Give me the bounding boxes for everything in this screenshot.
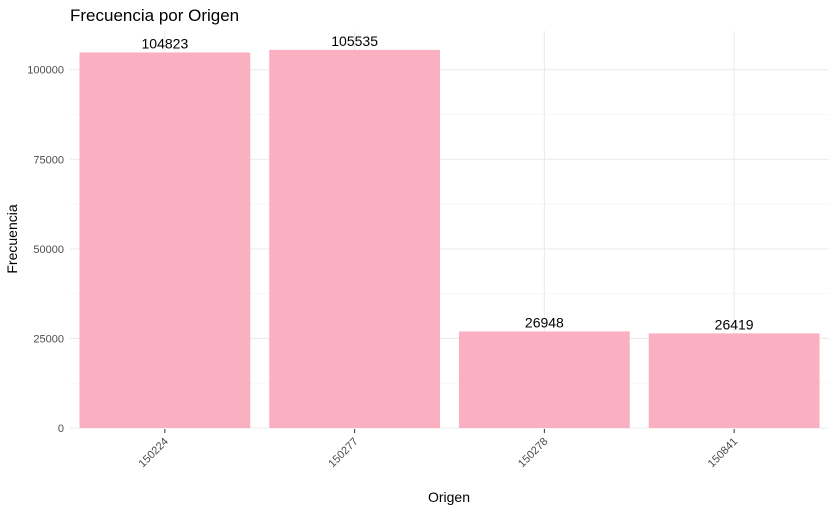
y-tick-label: 75000 xyxy=(33,154,64,166)
data-labels: 104823 105535 26948 26419 xyxy=(142,33,754,332)
x-tick-label: 150277 xyxy=(326,436,360,470)
y-tick-label: 100000 xyxy=(27,65,64,77)
bar-150277 xyxy=(269,49,441,429)
y-axis-title: Frecuencia xyxy=(4,204,20,273)
x-axis-ticks: 150224 150277 150278 150841 xyxy=(137,429,740,470)
data-label: 26419 xyxy=(715,316,754,332)
y-tick-label: 0 xyxy=(58,423,64,435)
chart-title: Frecuencia por Origen xyxy=(70,6,239,25)
data-label: 104823 xyxy=(142,35,189,51)
bars xyxy=(79,49,820,429)
bar-150278 xyxy=(458,331,630,428)
data-label: 105535 xyxy=(331,33,378,49)
x-axis-title: Origen xyxy=(428,489,470,505)
bar-150841 xyxy=(648,333,820,428)
y-tick-label: 50000 xyxy=(33,244,64,256)
y-tick-label: 25000 xyxy=(33,333,64,345)
x-tick-label: 150224 xyxy=(137,436,171,470)
y-axis-ticks: 0 25000 50000 75000 100000 xyxy=(27,65,64,435)
x-tick-label: 150278 xyxy=(516,436,550,470)
x-tick-label: 150841 xyxy=(706,436,740,470)
data-label: 26948 xyxy=(525,314,564,330)
bar-150224 xyxy=(79,52,251,429)
